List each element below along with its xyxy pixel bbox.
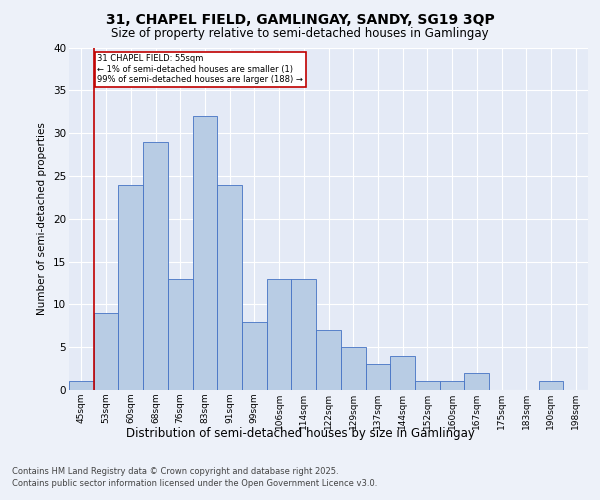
Bar (464, 373, 489, 390)
Bar (415, 382, 440, 390)
Bar (242, 322, 267, 390)
Bar (440, 382, 464, 390)
Bar (168, 278, 193, 390)
Bar (292, 278, 316, 390)
Bar (143, 142, 168, 390)
Text: Contains public sector information licensed under the Open Government Licence v3: Contains public sector information licen… (12, 479, 377, 488)
Bar (539, 382, 563, 390)
Y-axis label: Number of semi-detached properties: Number of semi-detached properties (37, 122, 47, 315)
Bar (217, 184, 242, 390)
Text: Size of property relative to semi-detached houses in Gamlingay: Size of property relative to semi-detach… (111, 28, 489, 40)
Bar (94, 313, 118, 390)
Bar (193, 116, 217, 390)
Bar (316, 330, 341, 390)
Bar (365, 364, 390, 390)
Bar (69, 382, 94, 390)
Text: Distribution of semi-detached houses by size in Gamlingay: Distribution of semi-detached houses by … (125, 428, 475, 440)
Bar (341, 347, 365, 390)
Bar (390, 356, 415, 390)
Text: 31 CHAPEL FIELD: 55sqm
← 1% of semi-detached houses are smaller (1)
99% of semi-: 31 CHAPEL FIELD: 55sqm ← 1% of semi-deta… (97, 54, 303, 84)
Bar (267, 278, 292, 390)
Text: Contains HM Land Registry data © Crown copyright and database right 2025.: Contains HM Land Registry data © Crown c… (12, 468, 338, 476)
Bar (118, 184, 143, 390)
Text: 31, CHAPEL FIELD, GAMLINGAY, SANDY, SG19 3QP: 31, CHAPEL FIELD, GAMLINGAY, SANDY, SG19… (106, 12, 494, 26)
